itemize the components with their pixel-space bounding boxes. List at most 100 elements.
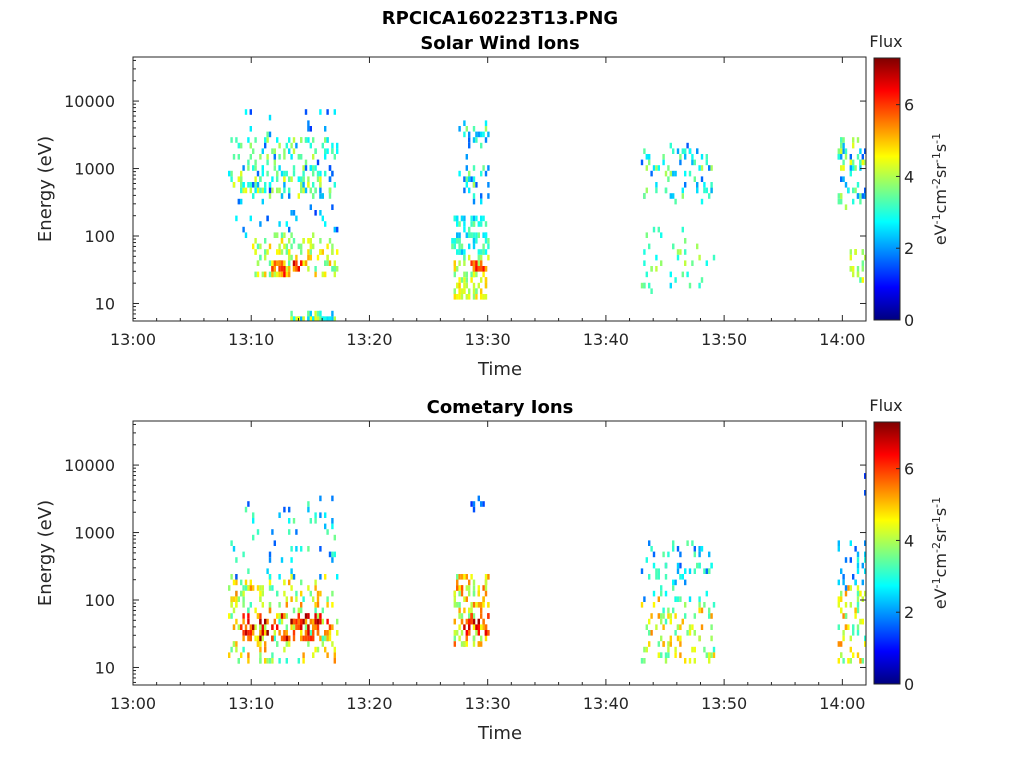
spectrogram-cell — [247, 658, 250, 664]
spectrogram-cell — [288, 187, 291, 194]
spectrogram-cell — [664, 618, 668, 625]
cometary-ions-panel: Cometary Ions 13:00 13:10 13:20 13:30 13:40 1… — [35, 396, 950, 744]
spectrogram-cell — [463, 249, 466, 255]
spectrogram-cell — [290, 333, 292, 339]
spectrogram-cell — [290, 596, 293, 602]
spectrogram-cell — [261, 602, 264, 608]
spectrogram-cell — [328, 624, 332, 630]
spectrogram-cell — [672, 243, 675, 250]
spectrogram-cell — [293, 333, 295, 339]
spectrogram-cell — [235, 579, 238, 586]
spectrogram-cell — [705, 154, 708, 160]
spectrogram-cell — [837, 540, 840, 546]
spectrogram-cell — [288, 529, 291, 535]
spectrogram-cell — [278, 154, 281, 160]
spectrogram-cell — [456, 574, 459, 580]
spectrogram-cell — [336, 618, 339, 625]
spectrogram-cell — [708, 165, 711, 171]
spectrogram-cell — [842, 574, 845, 580]
spectrogram-cell — [300, 182, 303, 188]
spectrogram-cell — [652, 226, 656, 233]
spectrogram-cell — [283, 260, 286, 266]
spectrogram-cell — [866, 624, 868, 630]
spectrogram-cell — [840, 596, 843, 602]
spectrogram-cell — [283, 271, 286, 278]
spectrogram-cell — [667, 646, 670, 653]
spectrogram-cell — [302, 170, 305, 177]
spectrogram-cell — [693, 658, 696, 664]
spectrogram-cell — [844, 154, 848, 160]
spectrogram-cell — [232, 641, 236, 647]
spectrogram-cell — [324, 328, 326, 334]
spectrogram-cell — [477, 260, 480, 266]
spectrogram-cell — [300, 328, 302, 334]
spectrogram-cell — [844, 182, 848, 188]
spectrogram-cell — [307, 322, 309, 328]
spectrogram-cell — [710, 624, 713, 630]
spectrogram-cell — [453, 630, 456, 636]
spectrogram-cell — [475, 215, 478, 222]
spectrogram-cell — [688, 148, 692, 154]
spectrogram-cell — [472, 294, 476, 300]
spectrogram-cell — [672, 585, 675, 591]
spectrogram-cell — [324, 328, 326, 334]
spectrogram-cell — [859, 165, 862, 171]
spectrogram-cell — [295, 618, 298, 625]
spectrogram-cell — [268, 187, 272, 194]
spectrogram-cell — [847, 187, 850, 194]
spectrogram-cell — [470, 574, 473, 580]
spectrogram-cell — [662, 159, 665, 166]
spectrogram-cell — [847, 585, 850, 591]
spectrogram-cell — [640, 159, 644, 166]
spectrogram-cell — [261, 585, 264, 591]
spectrogram-cell — [331, 249, 334, 255]
spectrogram-cell — [453, 635, 456, 642]
spectrogram-cell — [458, 607, 461, 614]
spectrogram-cell — [259, 585, 262, 591]
spectrogram-cell — [458, 613, 461, 619]
spectrogram-cell — [698, 596, 701, 602]
spectrogram-cell — [849, 249, 852, 255]
spectrogram-cell — [456, 630, 459, 636]
spectrogram-cell — [643, 249, 646, 255]
spectrogram-cell — [487, 165, 490, 171]
spectrogram-cell — [290, 176, 293, 182]
spectrogram-cell — [676, 148, 680, 154]
spectrogram-cell — [679, 159, 682, 166]
spectrogram-cell — [840, 193, 843, 199]
spectrogram-cell — [324, 170, 327, 177]
spectrogram-cell — [276, 641, 279, 647]
spectrogram-cell — [856, 590, 860, 597]
spectrogram-cell — [336, 574, 339, 580]
spectrogram-cell — [249, 154, 252, 160]
spectrogram-cell — [460, 574, 464, 580]
spectrogram-cell — [456, 249, 459, 255]
spectrogram-cell — [326, 137, 329, 143]
spectrogram-cell — [691, 646, 694, 653]
spectrogram-cells — [228, 109, 866, 339]
spectrogram-cell — [331, 328, 333, 334]
spectrogram-cell — [295, 322, 297, 328]
spectrogram-cell — [324, 137, 327, 143]
spectrogram-cell — [472, 238, 476, 244]
x-tick-label: 13:10 — [228, 330, 274, 349]
spectrogram-cell — [264, 182, 267, 188]
spectrogram-cell — [463, 254, 466, 261]
spectrogram-cell — [650, 613, 653, 619]
spectrogram-cell — [266, 568, 269, 574]
spectrogram-cell — [295, 266, 298, 272]
spectrogram-cell — [240, 170, 243, 177]
spectrogram-cell — [259, 243, 262, 250]
spectrogram-cell — [669, 271, 672, 278]
spectrogram-cell — [458, 624, 461, 630]
spectrogram-cell — [472, 182, 476, 188]
spectrogram-cell — [336, 328, 338, 334]
spectrogram-cell — [712, 652, 716, 658]
spectrogram-cell — [328, 193, 332, 199]
spectrogram-cell — [643, 646, 646, 653]
spectrogram-cell — [475, 294, 478, 300]
spectrogram-cell — [842, 165, 845, 171]
colorbar: Flux eV-1cm-2sr-1s-1 0 2 4 6 — [869, 32, 950, 330]
spectrogram-cell — [847, 624, 850, 630]
spectrogram-cell — [259, 646, 262, 653]
